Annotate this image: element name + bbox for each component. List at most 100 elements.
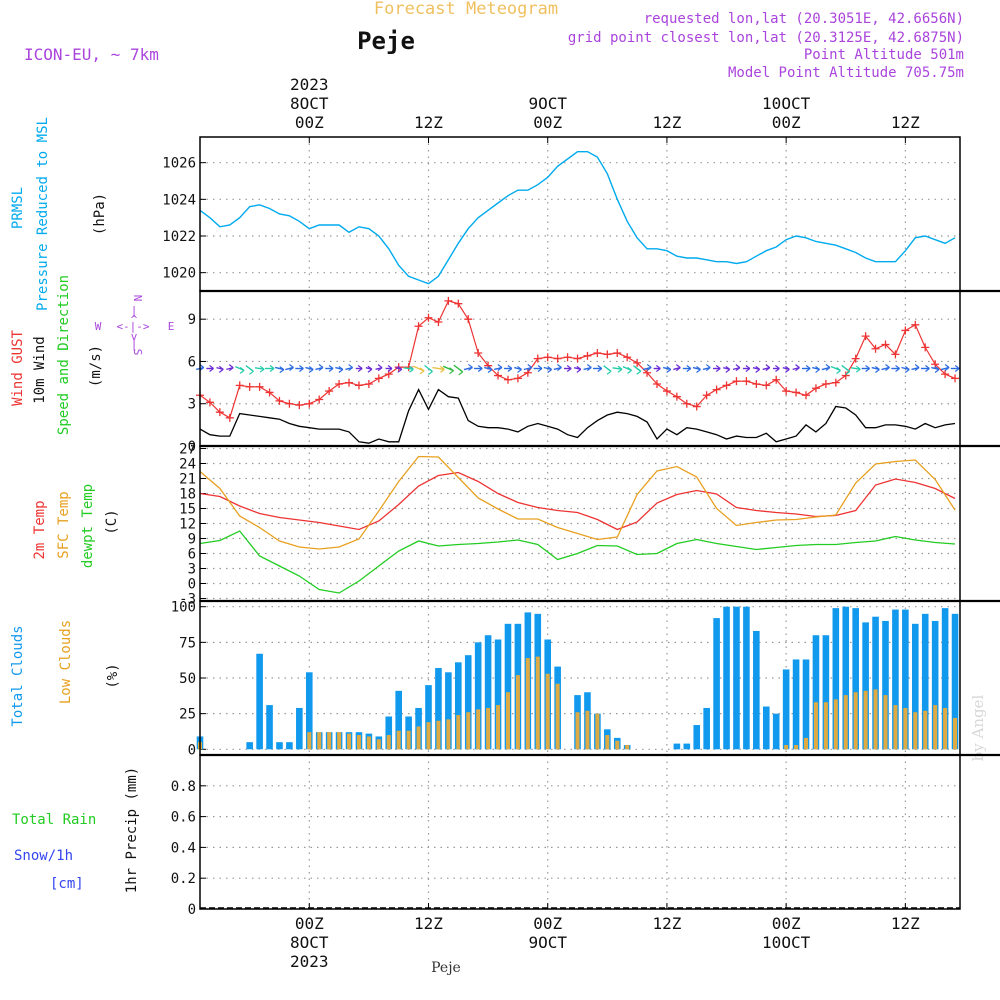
low-clouds-bar <box>426 722 431 750</box>
low-clouds-bar <box>863 690 868 750</box>
low-clouds-bar <box>843 695 848 750</box>
top-time-label: 00Z <box>772 113 801 132</box>
top-time-label: 2023 <box>290 75 329 94</box>
total-clouds-bar <box>693 725 701 750</box>
wind-arrow-head <box>397 365 403 373</box>
low-clouds-bar <box>585 710 590 750</box>
wind-gust-marker <box>245 382 254 391</box>
low-clouds-bar <box>873 689 878 750</box>
low-clouds-bar <box>446 719 451 750</box>
y-tick-label: 18 <box>179 487 196 503</box>
wind-arrow-head <box>239 366 245 374</box>
wind-gust-marker <box>752 380 761 388</box>
wind-arrow-head <box>815 365 820 373</box>
low-clouds-bar <box>893 705 898 750</box>
snow-unit-label: [cm] <box>50 876 84 892</box>
wind-gust-marker <box>414 322 423 331</box>
wind-arrow-head <box>875 366 880 373</box>
wind-gust-marker <box>295 401 304 410</box>
temperature-panel-grid <box>200 446 960 601</box>
wind-gust-marker <box>623 353 632 362</box>
clouds-panel-grid <box>200 601 960 755</box>
wind-direction-arrow <box>432 366 445 371</box>
wind-arrow-head <box>259 365 265 373</box>
wind-arrow-head <box>387 365 393 372</box>
svg-text:N: N <box>131 295 144 302</box>
total-clouds-bar <box>733 606 740 750</box>
low-clouds-bar <box>883 695 888 750</box>
wind-arrow-head <box>675 364 681 372</box>
y-tick-label: 9 <box>188 532 196 548</box>
low-clouds-bar <box>486 707 491 750</box>
total-clouds-bar <box>474 642 482 750</box>
wind-arrow-head <box>705 364 711 372</box>
y-tick-label: 0.8 <box>171 779 196 795</box>
low-clouds-bar <box>853 692 858 750</box>
svg-text:<-|->: <-|-> <box>116 320 149 333</box>
low-clouds-bar <box>605 735 610 750</box>
wind-arrow-head <box>517 365 522 373</box>
precip-axis-label: 1hr Precip (mm) <box>124 767 140 893</box>
ms-unit-label: (m/s) <box>88 345 104 387</box>
total-clouds-bar <box>385 716 393 750</box>
y-tick-label: 6 <box>188 547 196 563</box>
total-clouds-bar <box>911 623 919 750</box>
bottom-time-label: 8OCT <box>290 933 329 952</box>
low-clouds-bar <box>595 713 600 750</box>
wind-arrow-head <box>308 366 314 373</box>
y-tick-label: 27 <box>179 442 196 458</box>
wind-gust-marker <box>951 374 960 383</box>
wind-arrow-head <box>954 365 960 372</box>
low-clouds-bar <box>953 717 958 750</box>
wind-gust-marker <box>315 395 324 404</box>
low-clouds-bar <box>575 712 580 750</box>
y-tick-label: 50 <box>179 671 196 687</box>
wind-arrow-head <box>279 366 285 374</box>
svg-text:W: W <box>95 320 102 333</box>
total-clouds-bar <box>673 743 681 750</box>
wind-arrow-head <box>686 365 692 372</box>
low-clouds-bar <box>804 737 809 750</box>
total-clouds-bar <box>504 623 512 750</box>
wind-arrow-head <box>805 365 811 372</box>
y-tick-label: 12 <box>179 517 196 533</box>
low-clouds-bar <box>833 699 838 750</box>
total-clouds-bar <box>902 609 909 750</box>
wind-arrow-head <box>576 365 582 373</box>
y-tick-label: 0.6 <box>171 810 196 826</box>
wind-gust-marker <box>891 350 900 359</box>
total-clouds-bar <box>951 613 959 750</box>
low-clouds-bar <box>535 656 540 750</box>
low-clouds-bar <box>823 702 828 750</box>
pressure-msl-label: Pressure Reduced to MSL <box>35 117 51 311</box>
y-tick-label: 3 <box>188 562 196 578</box>
wind-gust-marker <box>762 381 771 390</box>
total-clouds-bar <box>445 672 452 750</box>
wind-gust-marker <box>255 382 264 391</box>
wind-gust-marker <box>563 353 572 362</box>
wind-gust-label: Wind GUST <box>10 330 26 406</box>
y-tick-label: 100 <box>171 600 196 616</box>
low-clouds-bar <box>476 709 481 750</box>
wind-gust-marker <box>732 377 741 386</box>
y-tick-label: 21 <box>179 472 196 488</box>
top-time-label: 8OCT <box>290 94 329 113</box>
bottom-time-label: 00Z <box>295 914 324 933</box>
wind-gust-marker <box>543 353 552 362</box>
wind-arrow-head <box>428 368 433 375</box>
wind-gust-marker <box>921 343 930 352</box>
temp-dewpt-label: dewpt Temp <box>80 484 96 568</box>
temp-dewpt-line <box>199 530 956 594</box>
top-time-label: 10OCT <box>762 94 811 113</box>
wind-arrow-head <box>656 365 661 372</box>
wind-gust-marker <box>454 299 463 308</box>
wind-gust-marker <box>821 380 830 388</box>
low-clouds-bar <box>466 712 471 750</box>
wind-arrow-head <box>348 364 354 372</box>
wind-gust-marker <box>494 371 503 380</box>
wind-compass: N | ^ W <-|-> E v | S <box>95 295 175 356</box>
wind-gust-marker <box>742 377 751 386</box>
low-clouds-bar <box>317 732 322 750</box>
total-clouds-bar <box>435 668 442 750</box>
requested-coords: requested lon,lat (20.3051E, 42.6656N) <box>644 11 964 27</box>
